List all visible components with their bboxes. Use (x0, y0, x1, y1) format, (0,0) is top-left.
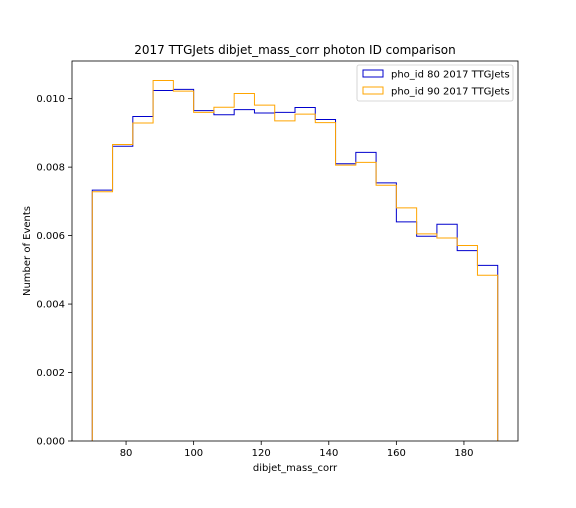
x-tick-label: 80 (120, 448, 133, 459)
y-tick-label: 0.004 (36, 300, 65, 311)
series-layer (91, 80, 499, 441)
x-axis: 80 100 120 140 160 180 (120, 441, 473, 459)
legend: pho_id 80 2017 TTGJets pho_id 90 2017 TTG… (356, 64, 514, 102)
y-tick-label: 0.006 (36, 231, 65, 242)
legend-box (356, 64, 514, 102)
y-tick-label: 0.000 (36, 437, 65, 448)
y-axis-label: Number of Events (22, 206, 33, 296)
x-tick-label: 120 (252, 448, 271, 459)
chart-title: 2017 TTGJets dibjet_mass_corr photon ID … (134, 43, 455, 57)
plot-area (71, 60, 519, 442)
x-tick-label: 100 (184, 448, 203, 459)
y-tick-label: 0.010 (36, 94, 65, 105)
plot-background (72, 61, 518, 441)
series-2-step-line (91, 80, 499, 441)
y-axis: 0.000 0.002 0.004 0.006 0.008 0.010 (36, 94, 72, 448)
series-2-histogram (91, 80, 499, 441)
plot-frame (71, 60, 519, 442)
legend-swatch (362, 86, 384, 95)
legend-label: pho_id 90 2017 TTGJets (391, 87, 510, 98)
legend-swatch (362, 69, 384, 78)
x-tick-label: 160 (387, 448, 406, 459)
y-tick-label: 0.002 (36, 368, 65, 379)
x-axis-label: dibjet_mass_corr (253, 463, 338, 474)
legend-label: pho_id 80 2017 TTGJets (391, 70, 510, 81)
x-tick-label: 140 (319, 448, 338, 459)
y-tick-label: 0.008 (36, 163, 65, 174)
x-tick-label: 180 (454, 448, 473, 459)
